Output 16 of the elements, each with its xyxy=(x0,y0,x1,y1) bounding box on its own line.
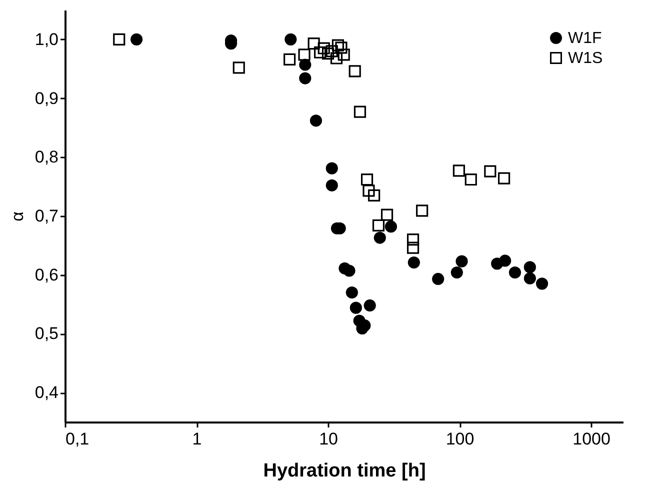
y-tick-label: 0,9 xyxy=(34,88,58,108)
legend-label: W1F xyxy=(568,30,602,47)
x-tick-label: 100 xyxy=(446,430,474,448)
y-tick-label: 0,7 xyxy=(34,206,58,226)
y-axis-title: α xyxy=(8,211,27,222)
legend-label: W1S xyxy=(568,50,603,67)
x-tick-label: 0,1 xyxy=(66,430,90,448)
x-axis-title: Hydration time [h] xyxy=(263,460,426,482)
y-tick-label: 1,0 xyxy=(34,30,58,49)
y-tick-label: 0,5 xyxy=(34,324,58,344)
x-tick-label: 10 xyxy=(319,430,338,448)
y-tick-label: 0,4 xyxy=(34,383,58,402)
x-tick-label: 1000 xyxy=(572,430,610,448)
x-tick-label: 1 xyxy=(192,430,202,448)
y-tick-label: 0,8 xyxy=(34,148,58,167)
y-tick-label: 0,6 xyxy=(34,265,58,284)
